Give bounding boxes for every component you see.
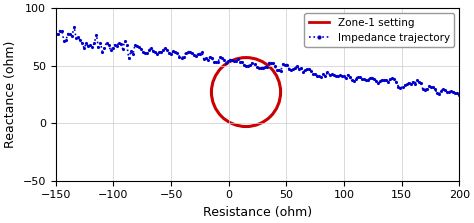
Impedance trajectory bbox=[69, 35, 75, 37]
Impedance trajectory bbox=[53, 33, 59, 36]
Impedance trajectory bbox=[130, 53, 136, 56]
Impedance trajectory bbox=[456, 94, 462, 97]
Y-axis label: Reactance (ohm): Reactance (ohm) bbox=[4, 41, 17, 148]
Line: Impedance trajectory: Impedance trajectory bbox=[54, 25, 461, 97]
Impedance trajectory bbox=[163, 47, 168, 49]
Impedance trajectory bbox=[424, 88, 429, 90]
X-axis label: Resistance (ohm): Resistance (ohm) bbox=[203, 206, 312, 219]
Impedance trajectory bbox=[71, 25, 77, 28]
Impedance trajectory bbox=[79, 42, 85, 45]
Impedance trajectory bbox=[438, 90, 444, 93]
Legend: Zone-1 setting, Impedance trajectory: Zone-1 setting, Impedance trajectory bbox=[304, 13, 454, 47]
